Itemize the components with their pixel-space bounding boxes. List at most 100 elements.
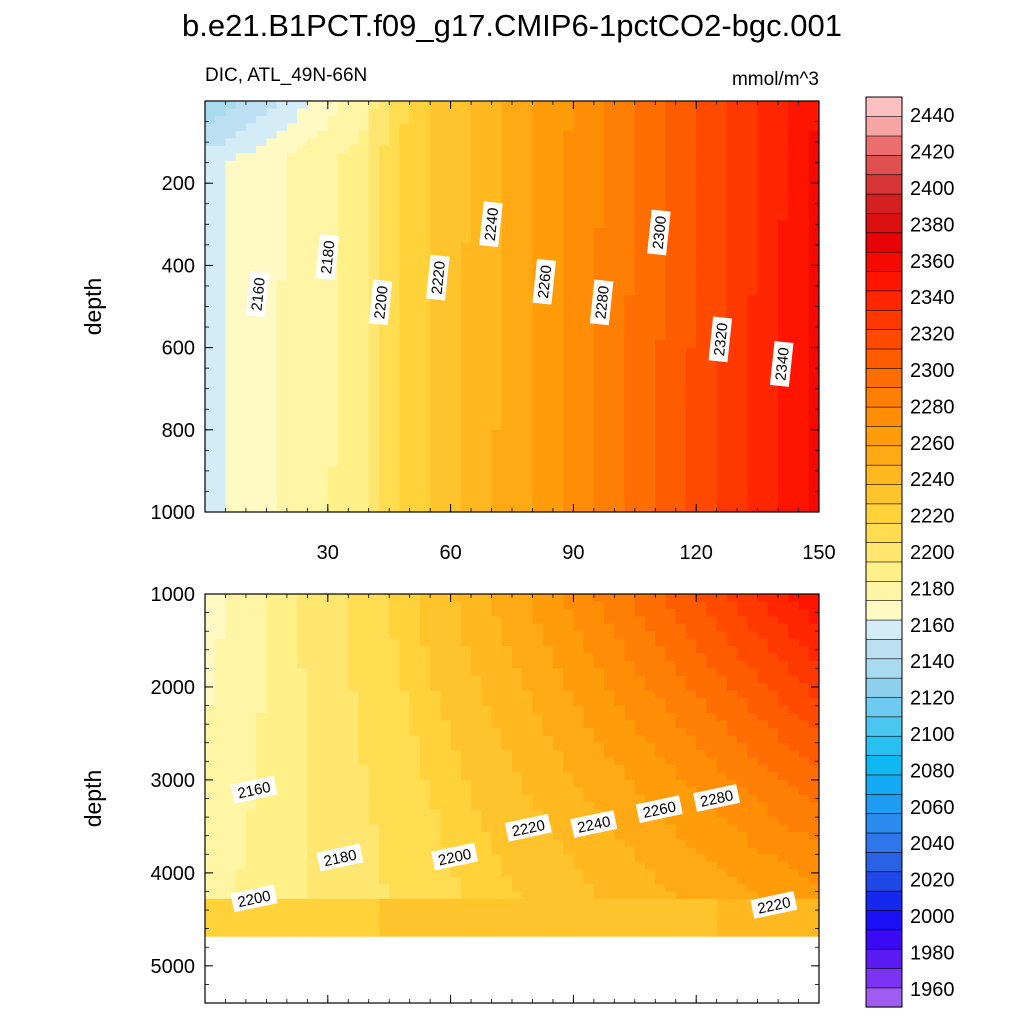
contour-cell xyxy=(573,213,585,222)
contour-cell xyxy=(675,287,687,296)
contour-cell xyxy=(798,183,810,192)
contour-cell xyxy=(317,646,329,655)
contour-cell xyxy=(481,130,493,139)
contour-label-box xyxy=(426,254,450,301)
contour-cell xyxy=(501,913,513,922)
contour-cell xyxy=(419,115,431,125)
contour-cell xyxy=(491,392,503,401)
contour-cell xyxy=(706,384,718,394)
contour-cell xyxy=(552,444,564,453)
contour-cell xyxy=(430,168,441,177)
contour-cell xyxy=(583,302,595,311)
contour-cell xyxy=(225,123,237,132)
contour-cell xyxy=(491,444,503,453)
contour-cell xyxy=(808,370,819,379)
contour-cell xyxy=(471,384,482,394)
contour-cell xyxy=(368,459,380,468)
contour-cell xyxy=(317,198,329,207)
contour-cell xyxy=(634,340,646,349)
contour-cell xyxy=(471,884,482,893)
contour-cell xyxy=(205,913,216,922)
contour-cell xyxy=(205,765,216,774)
contour-cell xyxy=(542,175,554,184)
contour-cell xyxy=(317,228,329,237)
contour-cell xyxy=(512,302,523,311)
contour-cell xyxy=(317,906,329,915)
contour-cell xyxy=(512,712,523,722)
contour-cell xyxy=(665,362,677,371)
contour-cell xyxy=(614,175,626,184)
contour-cell xyxy=(297,138,308,147)
contour-cell xyxy=(286,429,298,438)
contour-cell xyxy=(399,861,411,870)
contour-cell xyxy=(696,138,708,147)
contour-cell xyxy=(747,340,759,349)
contour-cell xyxy=(450,750,462,759)
contour-cell xyxy=(368,660,380,669)
contour-cell xyxy=(378,220,390,229)
contour-cell xyxy=(501,130,513,139)
contour-cell xyxy=(307,265,319,274)
contour-cell xyxy=(419,898,431,907)
contour-cell xyxy=(419,272,431,281)
contour-cell xyxy=(338,355,349,364)
contour-cell xyxy=(245,377,257,386)
contour-cell xyxy=(440,467,452,476)
contour-cell xyxy=(327,482,339,491)
contour-cell xyxy=(460,765,472,774)
contour-cell xyxy=(757,101,769,110)
contour-cell xyxy=(563,190,574,199)
contour-cell xyxy=(665,101,677,110)
contour-cell xyxy=(430,235,441,244)
contour-cell xyxy=(645,190,656,199)
contour-cell xyxy=(368,854,380,863)
contour-cell xyxy=(235,287,247,296)
contour-cell xyxy=(624,347,636,356)
contour-cell xyxy=(460,265,472,274)
contour-cell xyxy=(655,414,667,423)
contour-cell xyxy=(409,347,421,356)
contour-cell xyxy=(276,504,288,512)
contour-cell xyxy=(460,130,472,139)
contour-cell xyxy=(542,310,554,319)
contour-cell xyxy=(798,497,810,506)
contour-cell xyxy=(378,437,390,446)
contour-cell xyxy=(675,325,687,334)
contour-cell xyxy=(696,205,708,214)
chart-title: b.e21.B1PCT.f09_g17.CMIP6-1pctCO2-bgc.00… xyxy=(182,8,842,43)
contour-cell xyxy=(460,280,472,289)
contour-cell xyxy=(552,332,564,341)
contour-cell xyxy=(696,160,708,169)
contour-cell xyxy=(532,355,544,364)
contour-cell xyxy=(225,824,237,833)
contour-cell xyxy=(706,213,718,222)
contour-cell xyxy=(338,594,349,603)
contour-cell xyxy=(256,876,267,885)
contour-cell xyxy=(256,638,267,647)
contour-cell xyxy=(522,168,534,177)
contour-cell xyxy=(225,235,237,244)
contour-cell xyxy=(645,452,656,461)
contour-cell xyxy=(747,444,759,453)
contour-cell xyxy=(215,123,227,132)
contour-cell xyxy=(276,884,288,893)
contour-cell xyxy=(419,720,431,729)
contour-cell xyxy=(747,205,759,214)
contour-cell xyxy=(501,242,513,252)
contour-cell xyxy=(757,437,769,446)
contour-cell xyxy=(389,727,401,736)
contour-cell xyxy=(634,302,646,311)
contour-cell xyxy=(317,913,329,922)
contour-cell xyxy=(286,594,298,603)
contour-cell xyxy=(399,638,411,647)
contour-cell xyxy=(348,407,360,416)
contour-cell xyxy=(266,183,278,192)
contour-cell xyxy=(327,467,339,476)
contour-cell xyxy=(460,742,472,751)
contour-cell xyxy=(276,638,288,647)
contour-cell xyxy=(491,817,503,826)
contour-cell xyxy=(348,653,360,662)
contour-cell xyxy=(276,712,288,722)
contour-cell xyxy=(624,250,636,259)
contour-cell xyxy=(645,399,656,408)
